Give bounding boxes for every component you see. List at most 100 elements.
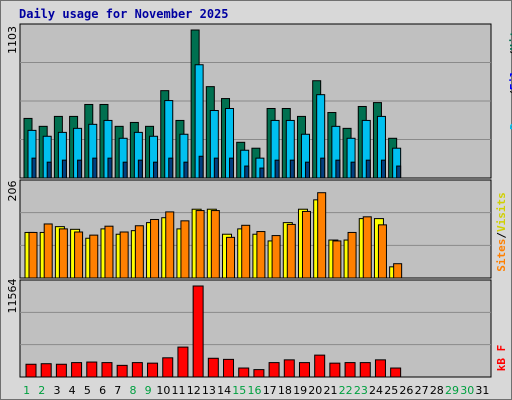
kbytes-bar <box>25 363 37 378</box>
day-label: 22 <box>339 384 353 397</box>
sites-bar <box>286 223 296 279</box>
day-label: 7 <box>114 384 121 397</box>
sites-bar <box>393 263 403 279</box>
sites-bar <box>74 231 84 279</box>
pages-bar <box>304 161 310 179</box>
hits_files_pages-legend-part-4: Hits <box>508 24 512 51</box>
day-label: 25 <box>384 384 398 397</box>
kbytes-bar <box>162 357 174 378</box>
pages-bar <box>46 161 52 179</box>
kbytes-bar <box>238 367 250 378</box>
day-label: 3 <box>53 384 60 397</box>
kbytes-bar <box>314 354 326 378</box>
hits_files_pages-legend-part-3: / <box>508 51 512 58</box>
visits-panel-ymax-label: 206 <box>6 180 19 202</box>
sites-bar <box>119 231 129 279</box>
hits-panel-legend: Pages/Files/Hits <box>508 12 512 142</box>
day-label: 12 <box>187 384 201 397</box>
pages-bar <box>153 161 159 179</box>
pages-bar <box>396 165 402 179</box>
kbytes-bar <box>116 364 128 378</box>
kbytes-bar <box>86 361 98 378</box>
day-label: 9 <box>145 384 152 397</box>
pages-bar <box>320 157 326 179</box>
pages-bar <box>213 157 219 179</box>
day-label: 18 <box>278 384 292 397</box>
sites-bar <box>362 216 372 279</box>
kbytes-bar <box>374 359 386 378</box>
day-label: 17 <box>263 384 277 397</box>
pages-bar <box>365 159 371 179</box>
day-label: 30 <box>460 384 474 397</box>
sites-bar <box>150 218 160 279</box>
kbytes-bar <box>55 363 67 378</box>
sites-bar <box>256 231 266 279</box>
sites-bar <box>180 220 190 279</box>
kbytes-bar <box>177 346 189 378</box>
pages-bar <box>198 155 204 179</box>
sites-bar <box>377 224 387 279</box>
pages-bar <box>274 159 280 179</box>
day-label: 4 <box>69 384 76 397</box>
day-label: 11 <box>172 384 186 397</box>
sites-bar <box>195 210 205 279</box>
kbytes-legend-part-0: kB F <box>495 344 508 372</box>
sites-bar <box>301 210 311 279</box>
hits_files_pages-legend-part-1: / <box>508 90 512 97</box>
day-label: 8 <box>129 384 136 397</box>
chart-title: Daily usage for November 2025 <box>19 7 229 21</box>
day-label: 10 <box>156 384 170 397</box>
sites-bar <box>332 240 342 279</box>
day-label: 31 <box>475 384 489 397</box>
sites-bar <box>347 231 357 279</box>
day-label: 19 <box>293 384 307 397</box>
kbytes-bar <box>71 362 83 378</box>
kbytes-panel-legend: kB F <box>495 338 509 378</box>
pages-bar <box>61 159 67 179</box>
kbytes-bar <box>101 362 113 378</box>
day-label: 6 <box>99 384 106 397</box>
day-label: 26 <box>399 384 413 397</box>
pages-bar <box>289 159 295 179</box>
hits_files_pages-legend-part-0: Pages <box>508 96 512 130</box>
visits_sites-legend-part-2: Visits <box>495 192 508 232</box>
kbytes-bar <box>192 285 204 378</box>
sites-bar <box>43 223 53 279</box>
kbytes-bar <box>223 358 235 378</box>
pages-bar <box>92 157 98 179</box>
pages-bar <box>107 157 113 179</box>
sites-bar <box>165 211 175 279</box>
pages-bar <box>137 159 143 179</box>
sites-bar <box>317 192 327 279</box>
sites-bar <box>210 210 220 279</box>
sites-bar <box>271 235 281 279</box>
pages-bar <box>122 161 128 179</box>
day-label: 28 <box>430 384 444 397</box>
kbytes-bar <box>390 367 402 378</box>
pages-bar <box>183 161 189 179</box>
pages-bar <box>229 157 235 179</box>
pages-bar <box>244 165 250 179</box>
pages-bar <box>168 157 174 179</box>
day-label: 14 <box>217 384 231 397</box>
day-label: 1 <box>23 384 30 397</box>
visits_sites-legend-part-0: Sites <box>495 238 508 272</box>
day-label: 21 <box>323 384 337 397</box>
day-label: 20 <box>308 384 322 397</box>
pages-bar <box>380 159 386 179</box>
day-label: 5 <box>84 384 91 397</box>
sites-bar <box>104 225 114 279</box>
sites-bar <box>28 231 38 279</box>
kbytes-bar <box>131 362 143 378</box>
kbytes-bar <box>344 362 356 378</box>
day-label: 23 <box>354 384 368 397</box>
sites-bar <box>58 228 68 279</box>
kbytes-panel <box>19 279 492 378</box>
sites-bar <box>134 225 144 279</box>
visits_sites-legend-part-1: / <box>495 232 508 239</box>
sites-bar <box>89 234 99 279</box>
pages-bar <box>350 161 356 179</box>
pages-bar <box>335 159 341 179</box>
pages-bar <box>31 157 37 179</box>
kbytes-bar <box>147 362 159 378</box>
